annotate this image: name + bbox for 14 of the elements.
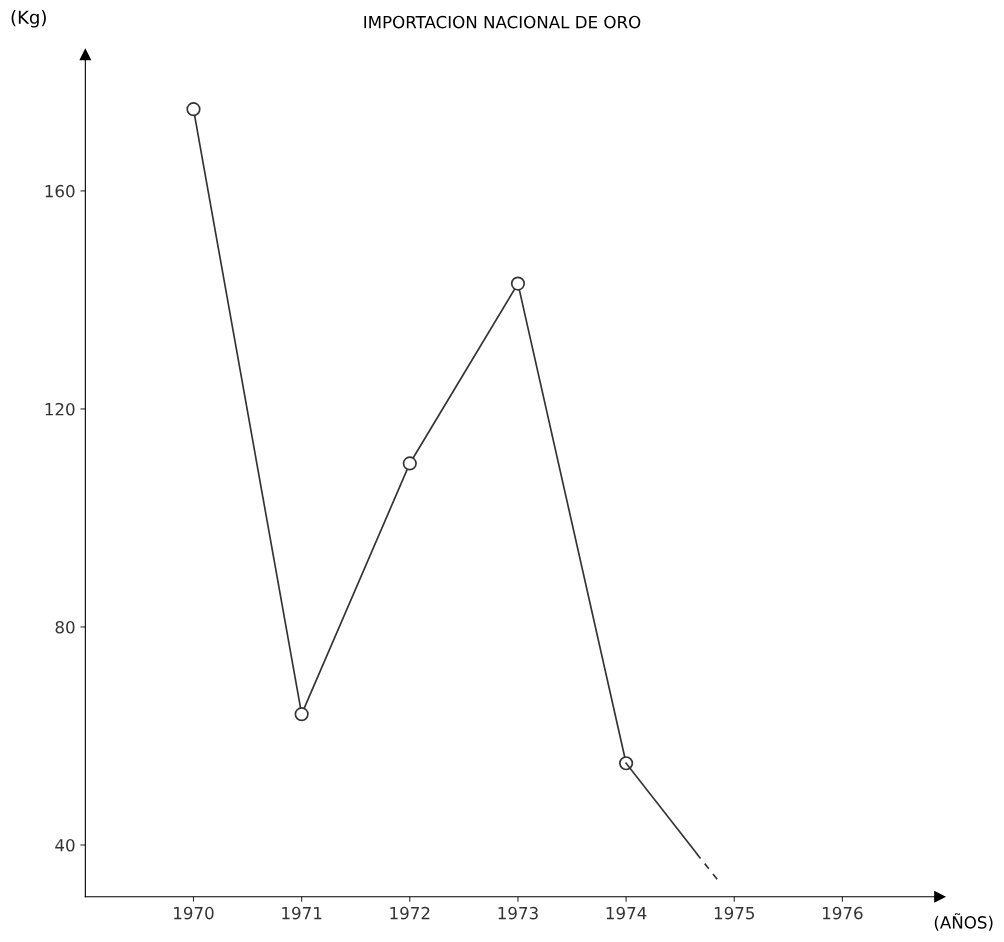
x-tick-label: 1973 bbox=[498, 906, 538, 920]
y-tick-label: 120 bbox=[45, 402, 75, 416]
x-tick-label: 1971 bbox=[282, 906, 322, 920]
x-tick-label: 1972 bbox=[390, 906, 430, 920]
x-tick-label: 1974 bbox=[606, 906, 647, 920]
x-tick-label: 1976 bbox=[823, 906, 863, 920]
chart-title: IMPORTACION NACIONAL DE ORO bbox=[364, 15, 641, 29]
x-tick-label: 1970 bbox=[174, 906, 214, 920]
y-tick-label: 160 bbox=[45, 184, 75, 198]
y-tick-label: 40 bbox=[55, 838, 75, 852]
y-axis-title: (Kg) bbox=[11, 10, 46, 28]
y-tick-label: 80 bbox=[55, 620, 75, 634]
x-axis-title: (AÑOS) bbox=[934, 913, 993, 931]
x-tick-label: 1975 bbox=[714, 906, 755, 920]
